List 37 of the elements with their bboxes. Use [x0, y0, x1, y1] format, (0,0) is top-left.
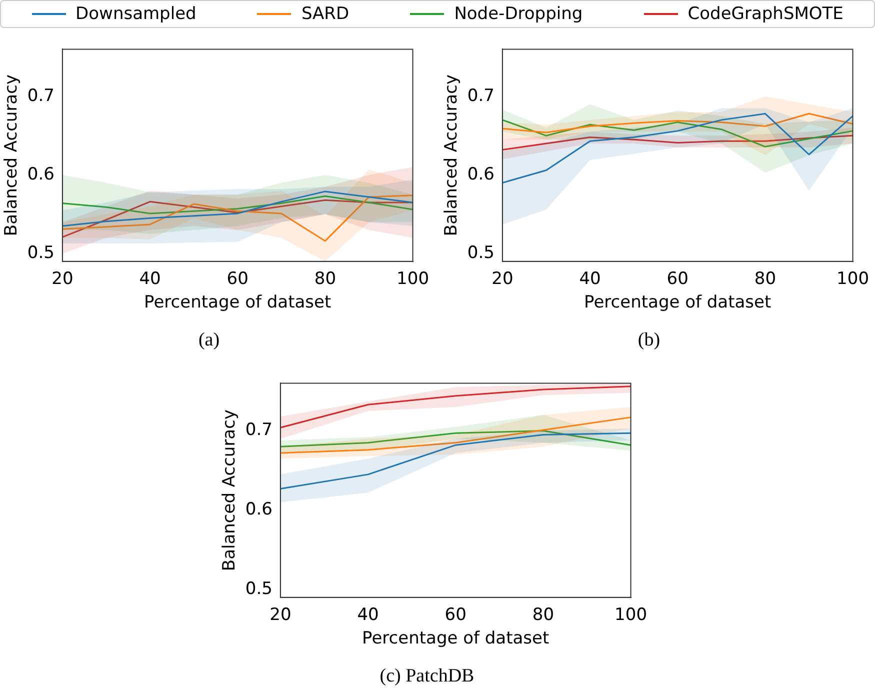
legend-label: CodeGraphSMOTE: [688, 4, 844, 24]
x-axis-title: Percentage of dataset: [584, 292, 772, 312]
x-axis-title: Percentage of dataset: [362, 628, 550, 648]
x-tick-label: 80: [754, 269, 776, 290]
y-tick-label: 0.6: [467, 164, 494, 184]
legend-label: Downsampled: [76, 4, 196, 24]
x-tick-label: 60: [666, 269, 688, 290]
x-tick-label: 100: [396, 269, 430, 290]
y-tick-label: 0.5: [467, 242, 494, 263]
y-tick-label: 0.5: [245, 578, 272, 599]
x-tick-label: 80: [314, 269, 336, 290]
x-tick-label: 100: [614, 605, 648, 626]
text: (b): [638, 330, 660, 351]
legend-label: SARD: [301, 4, 350, 24]
text: (c) PatchDB: [380, 666, 474, 687]
y-axis-title: Balanced Accuracy: [220, 409, 240, 572]
y-tick-label: 0.6: [27, 164, 54, 184]
x-axis-title: Percentage of dataset: [144, 292, 332, 312]
y-tick-label: 0.5: [27, 242, 54, 263]
y-axis-title: Balanced Accuracy: [2, 74, 22, 236]
text: (a): [198, 330, 220, 351]
legend-label: Node-Dropping: [454, 4, 583, 24]
x-tick-label: 80: [532, 605, 554, 626]
x-tick-label: 60: [226, 269, 248, 290]
x-tick-label: 20: [270, 605, 292, 626]
y-tick-label: 0.7: [467, 86, 494, 106]
x-tick-label: 100: [836, 269, 870, 290]
y-tick-label: 0.7: [245, 420, 272, 440]
x-tick-label: 40: [357, 605, 379, 626]
x-tick-label: 40: [139, 269, 161, 290]
y-tick-label: 0.6: [245, 500, 272, 520]
y-axis-title: Balanced Accuracy: [442, 74, 462, 236]
x-tick-label: 60: [444, 605, 466, 626]
x-tick-label: 20: [492, 269, 514, 290]
y-tick-label: 0.7: [27, 86, 54, 106]
x-tick-label: 20: [52, 269, 74, 290]
x-tick-label: 40: [579, 269, 601, 290]
